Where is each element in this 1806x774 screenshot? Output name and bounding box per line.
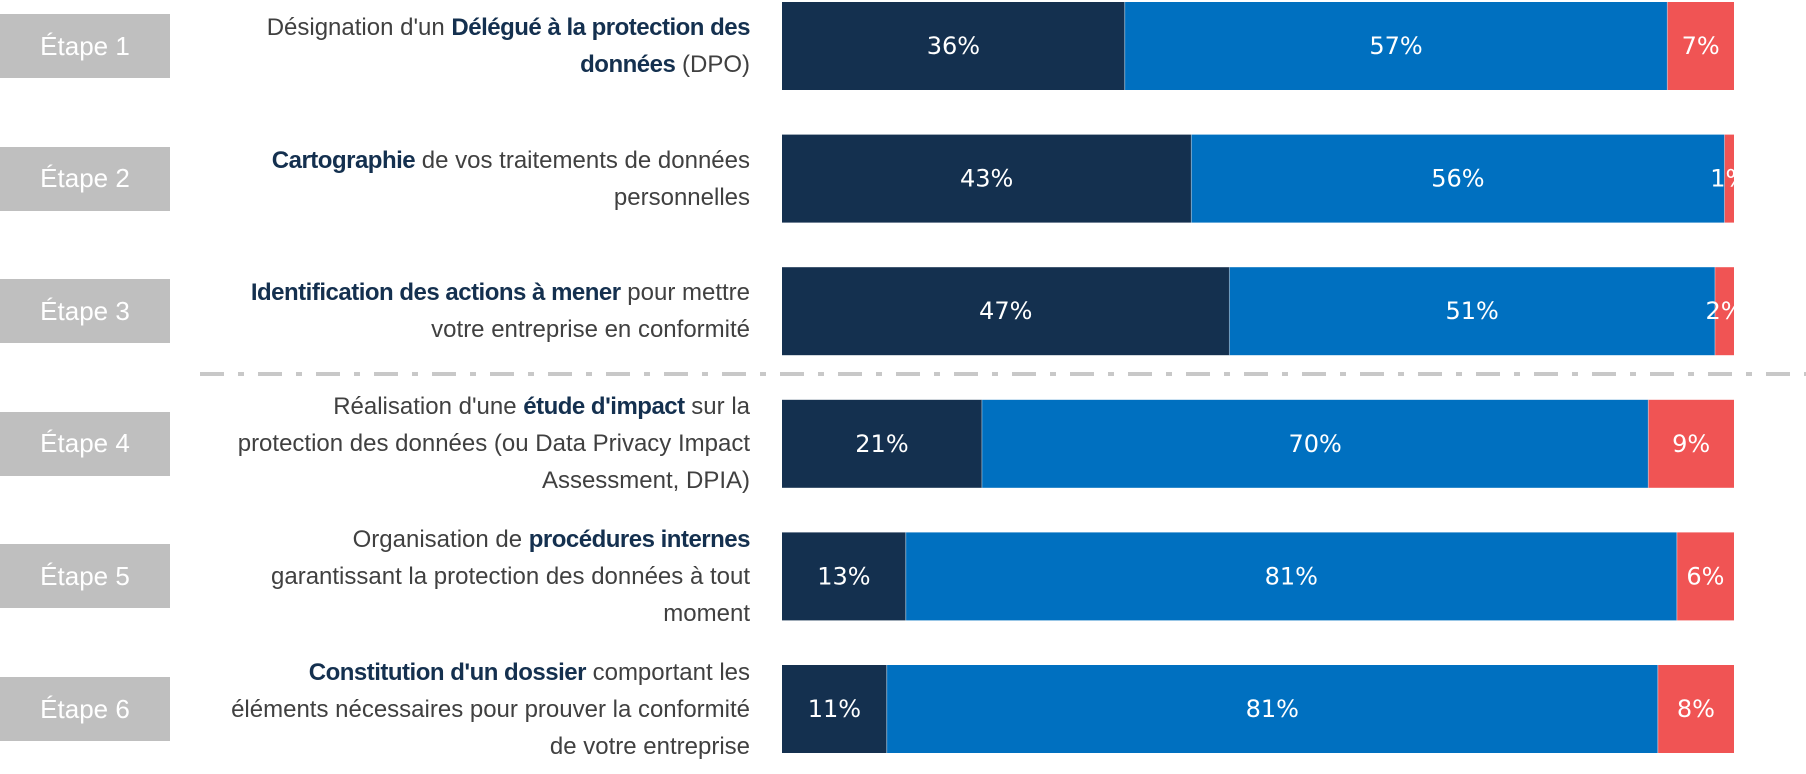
- highlight-text: Cartographie: [271, 146, 416, 174]
- category-text: Réalisation d'une étude d'impact sur la …: [222, 388, 750, 499]
- value-label: 43%: [960, 165, 1013, 193]
- highlight-text: Identification des actions à mener: [250, 279, 621, 307]
- bar-segment: [905, 532, 1677, 621]
- value-label: 57%: [1369, 32, 1422, 60]
- bar-segment: [782, 2, 1125, 90]
- step-label: Étape 3: [0, 279, 170, 344]
- category-label: Identification des actions à mener pour …: [222, 246, 750, 376]
- value-label: 51%: [1446, 297, 1499, 325]
- value-label: 7%: [1682, 32, 1720, 60]
- value-label: 11%: [808, 695, 861, 723]
- category-text: Identification des actions à mener pour …: [222, 274, 750, 348]
- highlight-text: Délégué à la protection des données: [451, 14, 750, 78]
- category-label: Constitution d'un dossier comportant les…: [222, 644, 750, 774]
- bar-segment: [782, 134, 1192, 223]
- step-label: Étape 4: [0, 411, 170, 476]
- category-text: Cartographie de vos traitements de donné…: [222, 142, 750, 216]
- category-label: Organisation de procédures internes gara…: [222, 511, 751, 641]
- bar-segment: [886, 665, 1658, 753]
- value-label: 8%: [1677, 695, 1715, 723]
- text: Organisation de: [352, 525, 529, 553]
- bar-segment: [782, 532, 906, 621]
- value-label: 2%: [1705, 297, 1743, 325]
- bar-segment: [782, 267, 1230, 356]
- value-label: 81%: [1265, 562, 1318, 590]
- text: comportant les éléments nécessaires pour…: [231, 658, 750, 760]
- bar-segment: [1667, 2, 1734, 90]
- step-label: Étape 5: [0, 544, 170, 609]
- value-label: 70%: [1288, 430, 1341, 458]
- value-label: 6%: [1686, 562, 1724, 590]
- text: Désignation d'un: [266, 14, 452, 41]
- category-text: Désignation d'un Délégué à la protection…: [222, 9, 751, 83]
- bar-segment: [1229, 267, 1715, 356]
- text: garantissant la protection des données à…: [271, 562, 750, 627]
- bar-segment: [782, 399, 982, 488]
- text: sur la protection des données (ou Data P…: [237, 393, 750, 495]
- bar-segment: [1124, 2, 1668, 90]
- text: pour mettre votre entreprise en conformi…: [431, 279, 750, 344]
- bar-segment: [1657, 665, 1734, 753]
- bar-segment: [782, 665, 887, 753]
- text: (DPO): [675, 51, 750, 78]
- value-label: 9%: [1672, 430, 1710, 458]
- category-text: Organisation de procédures internes gara…: [222, 521, 751, 632]
- bar-segment: [1724, 134, 1734, 223]
- value-label: 47%: [979, 297, 1032, 325]
- bar-segment: [981, 399, 1649, 488]
- step-label: Étape 1: [0, 14, 170, 78]
- bar-segment: [1714, 267, 1734, 356]
- category-label: Désignation d'un Délégué à la protection…: [222, 0, 751, 111]
- bar-segment: [1191, 134, 1725, 223]
- category-text: Constitution d'un dossier comportant les…: [222, 654, 750, 765]
- highlight-text: Constitution d'un dossier: [308, 658, 587, 686]
- bar-segment: [1648, 399, 1734, 488]
- value-label: 1%: [1710, 165, 1748, 193]
- value-label: 13%: [817, 562, 870, 590]
- category-label: Réalisation d'une étude d'impact sur la …: [222, 379, 750, 509]
- value-label: 81%: [1246, 695, 1299, 723]
- text: Réalisation d'une: [333, 393, 524, 421]
- text: de vos traitements de données personnell…: [415, 146, 750, 211]
- bar-segment: [1676, 532, 1734, 621]
- step-label: Étape 6: [0, 677, 170, 741]
- value-label: 21%: [855, 430, 908, 458]
- category-label: Cartographie de vos traitements de donné…: [222, 114, 750, 244]
- highlight-text: étude d'impact: [523, 393, 685, 421]
- bars: 36% 57% 7% 43% 56% 1% 47% 51% 2% 21% 70% 9% 13% 81% 6%…: [782, 2, 1748, 753]
- value-label: 56%: [1431, 165, 1484, 193]
- value-label: 36%: [927, 32, 980, 60]
- highlight-text: procédures internes: [528, 525, 751, 553]
- step-label: Étape 2: [0, 146, 170, 211]
